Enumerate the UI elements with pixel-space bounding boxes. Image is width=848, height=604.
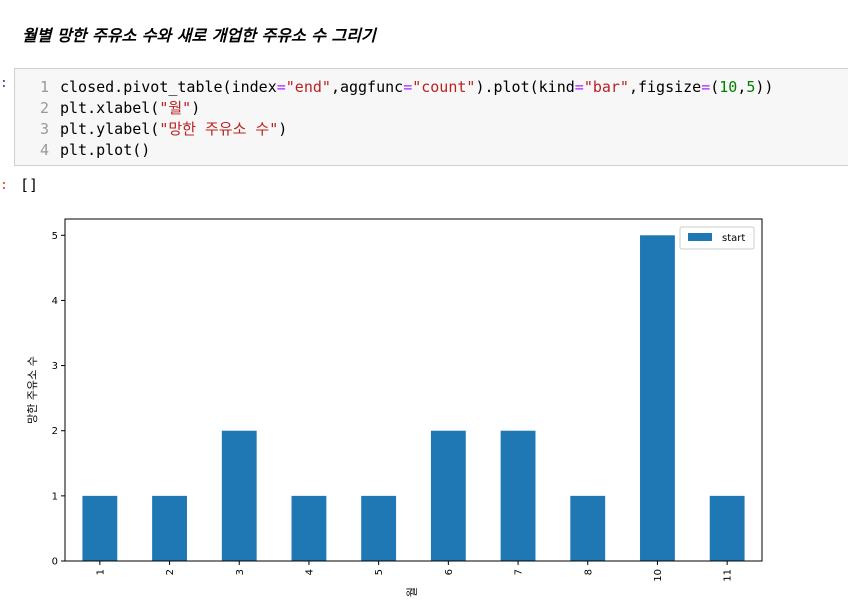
x-tick-label: 4 [304,569,315,575]
x-tick-label: 10 [653,569,664,582]
y-tick-label: 2 [52,426,58,437]
bar-1 [82,495,118,561]
code-token: "end" [285,78,331,96]
bar-5 [361,495,397,561]
y-tick-label: 3 [52,361,58,372]
bar-10 [640,235,675,561]
bars-group [82,235,745,561]
code-line-2: 2 plt.xlabel("월") [15,98,773,119]
x-tick-label: 3 [235,569,246,575]
y-tick-label: 1 [52,491,58,502]
y-tick-label: 0 [52,557,58,568]
code-token: = [403,78,413,96]
x-tick-label: 11 [723,569,734,582]
bar-3 [221,430,257,561]
x-axis-label: 월 [406,587,419,597]
code-editor[interactable]: 1 closed.pivot_table(index="end",aggfunc=… [15,77,774,161]
output-prompt: : [0,178,8,193]
bar-8 [570,495,606,561]
x-tick-label: 7 [514,569,525,575]
legend-box [679,226,755,250]
input-prompt: : [0,76,8,91]
y-tick-label: 5 [52,231,58,242]
code-token: 10 [719,78,738,96]
line-number: 1 [39,78,49,96]
line-number: 2 [39,99,49,117]
code-token: ( [710,78,720,96]
code-token: "월" [159,99,192,117]
legend-swatch [688,233,712,241]
bar-6 [430,430,466,561]
code-token: plt.ylabel( [60,120,160,138]
code-token: , [737,78,747,96]
code-token: "망한 주유소 수" [159,120,279,138]
x-tick-label: 8 [583,569,594,575]
bar-chart: 0 1 2 3 4 5 1 2 3 4 5 6 7 8 10 11 망한 주유소 수 월 start [26,218,763,597]
y-axis-label: 망한 주유소 수 [26,356,39,424]
line-number: 3 [39,120,49,138]
code-token: )) [755,78,774,96]
code-token: ) [191,99,201,117]
bar-7 [500,430,536,561]
bar-4 [291,495,327,561]
code-token: ) [278,120,288,138]
code-token: "bar" [583,78,629,96]
x-tick-label: 5 [374,569,385,575]
markdown-heading: 월별 망한 주유소 수와 새로 개업한 주유소 수 그리기 [22,26,376,45]
code-token: ,figsize [628,78,702,96]
output-text: [] [20,176,39,194]
code-line-1: 1 closed.pivot_table(index="end",aggfunc=… [15,77,774,98]
code-token: plt.xlabel( [60,99,160,117]
code-line-3: 3 plt.ylabel("망한 주유소 수") [15,119,773,140]
x-tick-label: 2 [165,569,176,575]
bar-2 [152,495,187,561]
code-token: closed.pivot_table(index [60,78,277,96]
code-token: = [574,78,584,96]
code-token: = [701,78,711,96]
bar-11 [709,495,745,561]
code-token: ).plot(kind [475,78,575,96]
code-token: ,aggfunc [330,78,404,96]
y-axis: 0 1 2 3 4 5 [52,231,65,568]
x-axis: 1 2 3 4 5 6 7 8 10 11 [95,561,734,582]
line-number: 4 [39,141,49,159]
y-tick-label: 4 [52,296,58,307]
code-token: plt.plot() [60,141,151,159]
code-line-4: 4 plt.plot() [15,140,773,161]
legend-label: start [722,233,745,244]
x-tick-label: 6 [444,569,455,575]
x-tick-label: 1 [95,569,106,575]
legend: start [679,226,755,250]
code-cell[interactable]: 1 closed.pivot_table(index="end",aggfunc=… [14,68,848,166]
code-token: = [276,78,286,96]
code-token: "count" [412,78,476,96]
plot-frame [64,218,763,562]
code-token: 5 [746,78,756,96]
